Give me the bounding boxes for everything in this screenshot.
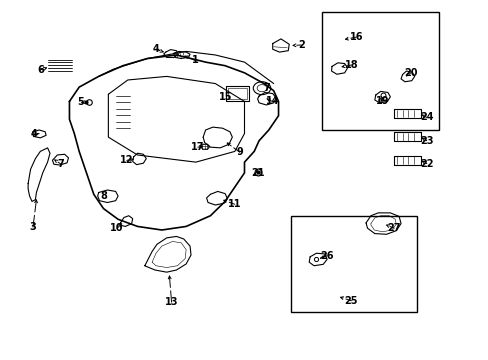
Text: 27: 27 (386, 223, 400, 233)
Bar (228, 88, 246, 99)
Bar (322, 12, 438, 130)
Text: 19: 19 (376, 96, 389, 107)
Text: 3: 3 (30, 222, 36, 232)
Text: 22: 22 (419, 158, 433, 168)
Text: 17: 17 (191, 142, 204, 152)
Text: 18: 18 (344, 60, 358, 70)
Text: 6: 6 (37, 65, 43, 75)
Text: 10: 10 (110, 223, 123, 233)
Text: 25: 25 (344, 296, 358, 306)
Text: 16: 16 (349, 32, 362, 42)
Text: 7: 7 (263, 83, 269, 93)
Text: 20: 20 (403, 68, 417, 78)
Text: 26: 26 (320, 251, 333, 261)
Text: 12: 12 (120, 156, 133, 165)
Text: 14: 14 (265, 96, 278, 107)
Text: 24: 24 (419, 112, 433, 122)
Text: 7: 7 (57, 159, 64, 169)
Text: 23: 23 (419, 136, 433, 146)
Text: 15: 15 (219, 92, 232, 102)
Bar (290, 216, 416, 312)
Text: 1: 1 (191, 55, 198, 65)
Bar (225, 86, 249, 101)
Text: 2: 2 (297, 40, 304, 50)
Text: 8: 8 (100, 191, 107, 201)
Text: 9: 9 (236, 147, 243, 157)
Text: 11: 11 (227, 199, 241, 209)
Text: 4: 4 (31, 129, 38, 139)
Text: 13: 13 (164, 297, 178, 307)
Text: 21: 21 (250, 168, 264, 178)
Text: 4: 4 (152, 44, 159, 54)
Text: 5: 5 (77, 97, 84, 107)
